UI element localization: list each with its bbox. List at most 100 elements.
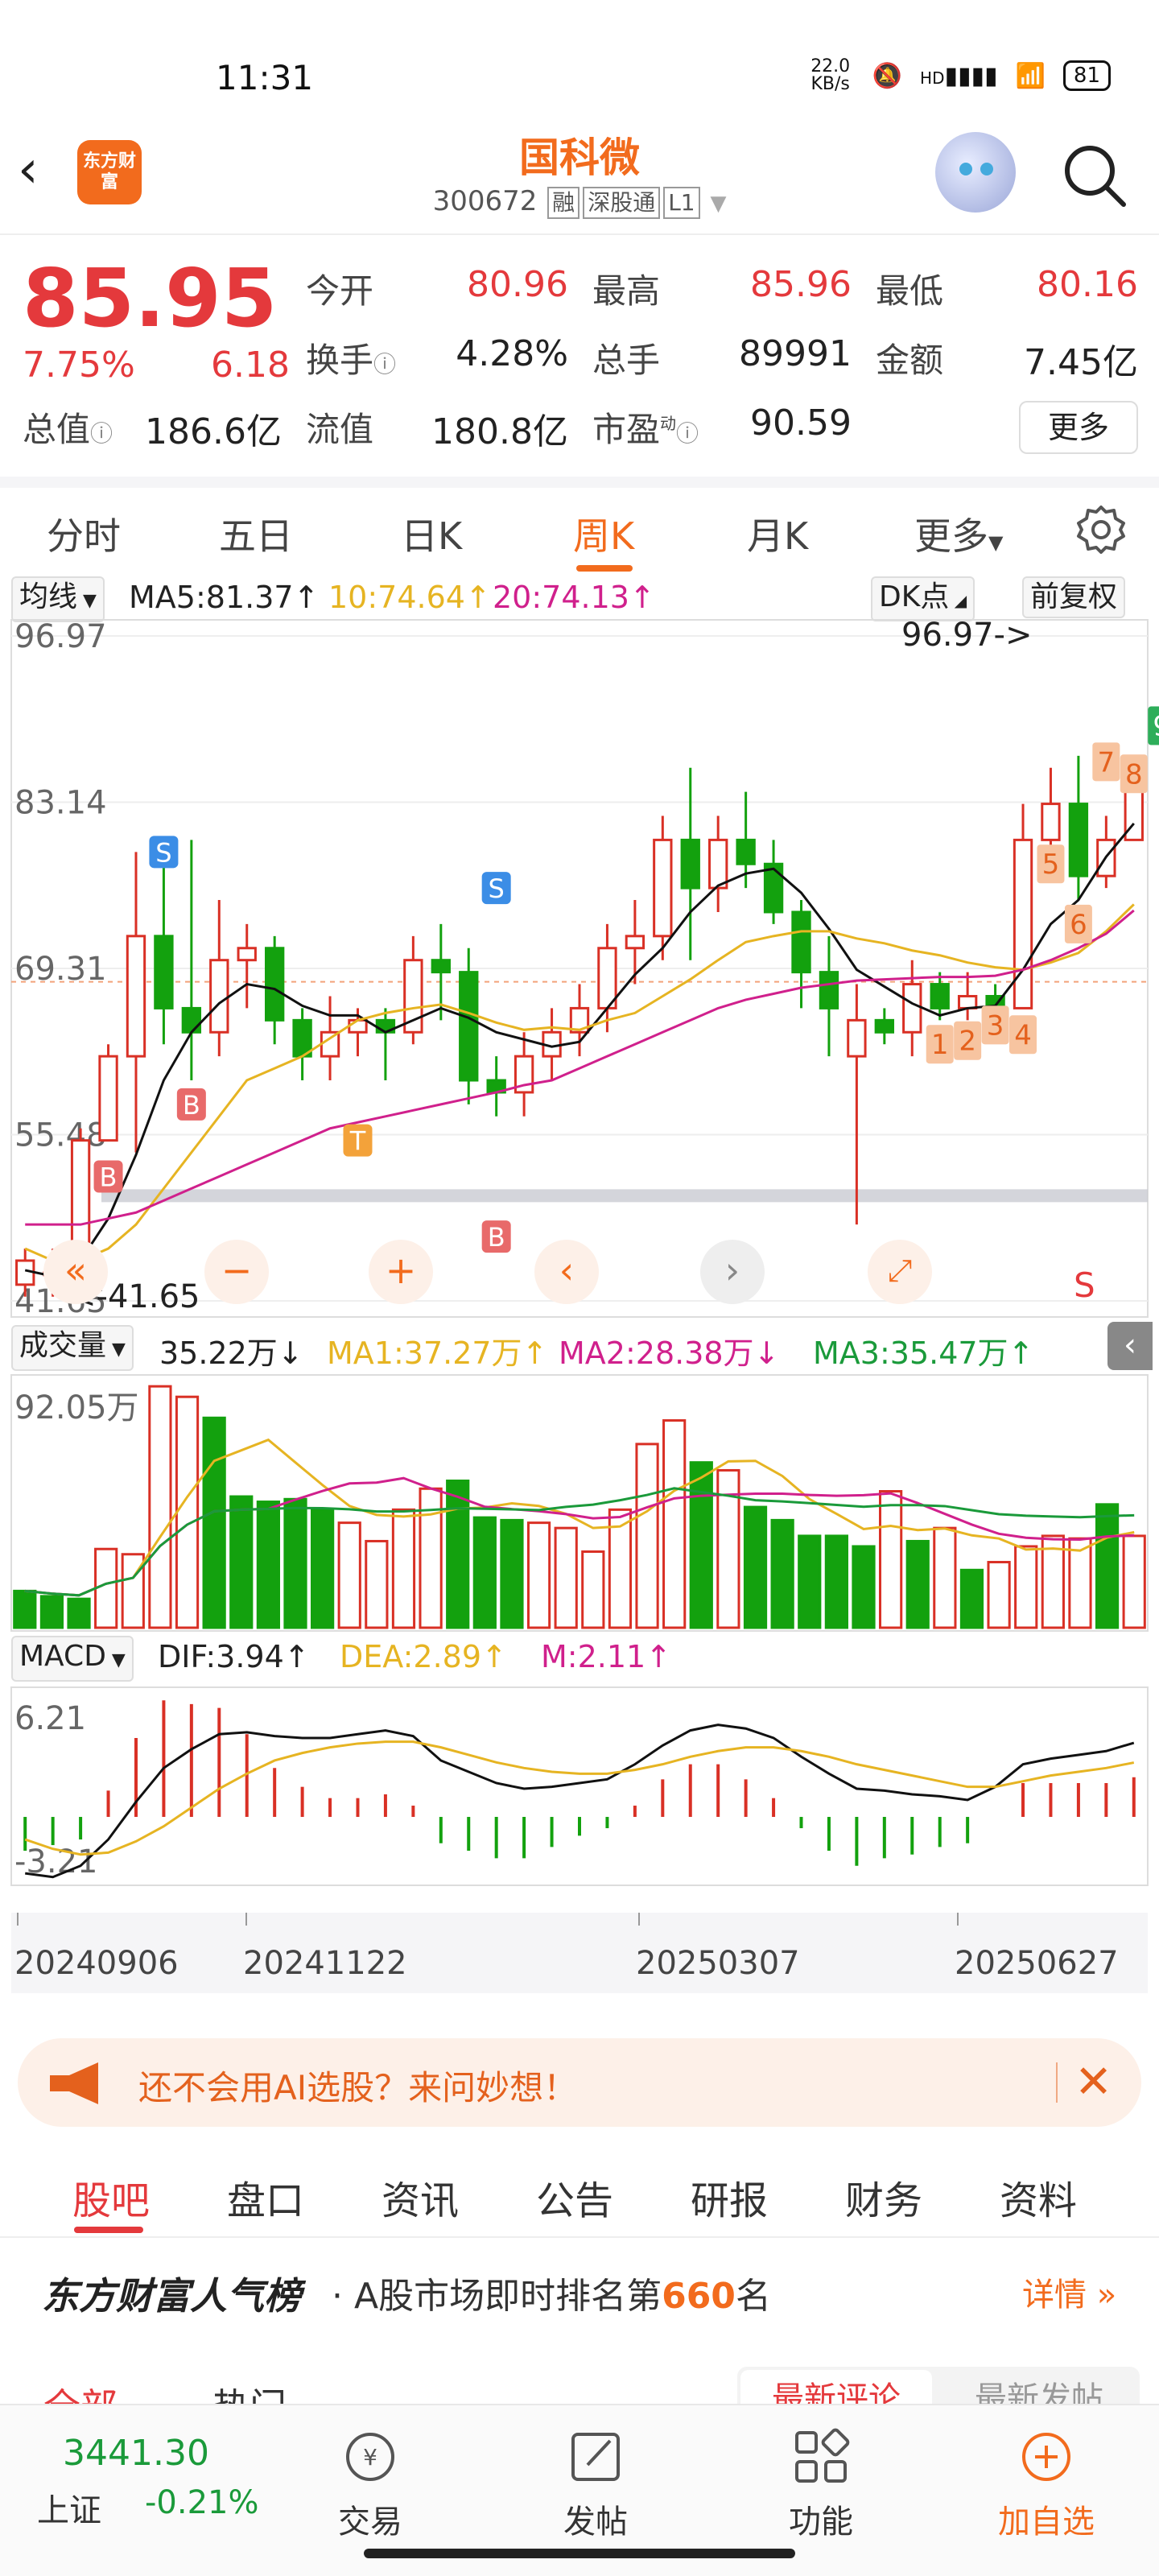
- ma20-label: 20:74.13↑: [493, 580, 655, 615]
- tab-more[interactable]: 更多▼: [914, 514, 1004, 558]
- tab-daily-k[interactable]: 日K: [401, 514, 463, 558]
- volume-bar: [391, 1508, 416, 1629]
- dk-point-button[interactable]: DK点 ◢: [871, 576, 975, 621]
- volume-bar: [94, 1547, 118, 1629]
- candle-body: [680, 838, 700, 890]
- kline-chart-area[interactable]: 均线 ▼ MA5:81.37↑ 10:74.64↑ 20:74.13↑ DK点 …: [0, 573, 1159, 2022]
- nav-trade[interactable]: ¥ 交易: [314, 2428, 427, 2542]
- tab-profile[interactable]: 资料: [1000, 2178, 1078, 2223]
- candle-body: [791, 910, 811, 974]
- high-price-label: 96.97->: [901, 617, 1032, 654]
- tab-5day[interactable]: 五日: [219, 514, 293, 558]
- volume-bar: [959, 1568, 984, 1629]
- back-icon[interactable]: ‹: [18, 140, 39, 200]
- numbered-marker: [1148, 706, 1159, 745]
- tab-intraday[interactable]: 分时: [47, 514, 121, 558]
- candle-body: [847, 1018, 867, 1058]
- date-axis-band: [11, 1913, 1148, 1993]
- info-icon: ⓘ: [90, 420, 113, 447]
- nav-add-watchlist[interactable]: 加自选: [990, 2428, 1103, 2542]
- battery-icon: 81: [1062, 60, 1111, 91]
- nav-post[interactable]: 发帖: [539, 2428, 652, 2542]
- tab-finance[interactable]: 财务: [845, 2178, 923, 2223]
- ai-banner[interactable]: 还不会用AI选股？来问妙想！ ✕: [18, 2038, 1141, 2127]
- volume-max-label: 92.05万: [14, 1389, 139, 1426]
- adjust-button[interactable]: 前复权: [1022, 576, 1126, 618]
- nav-label: 加自选: [998, 2504, 1095, 2541]
- tab-monthly-k[interactable]: 月K: [747, 514, 809, 558]
- volume-bar: [472, 1516, 497, 1629]
- volume-bar: [770, 1518, 794, 1629]
- volume-bar: [933, 1526, 957, 1629]
- candle-body: [625, 935, 645, 950]
- vol-ma2-label: MA2:28.38万↓: [559, 1335, 780, 1371]
- tag-level[interactable]: L1: [663, 187, 700, 219]
- volume-selector[interactable]: 成交量 ▼: [11, 1325, 134, 1371]
- field-label: 换手ⓘ: [306, 341, 397, 380]
- scroll-left-icon[interactable]: «: [43, 1240, 108, 1304]
- ma-line-ma5: [24, 822, 1135, 1278]
- candle-body: [431, 959, 451, 974]
- s-marker: S: [1074, 1265, 1095, 1305]
- tab-pankou[interactable]: 盘口: [227, 2178, 305, 2223]
- signal-marker: [481, 872, 511, 905]
- volume-bar: [905, 1539, 930, 1629]
- signal-marker: [149, 836, 179, 869]
- banner-text[interactable]: 还不会用AI选股？来问妙想！: [138, 2068, 578, 2107]
- edit-icon: [571, 2433, 620, 2481]
- stock-name: 国科微: [519, 134, 640, 181]
- tab-guba[interactable]: 股吧: [72, 2178, 151, 2223]
- index-value[interactable]: 3441.30: [63, 2433, 209, 2474]
- tag-connect: 深股通: [583, 187, 661, 219]
- volume-bar: [229, 1495, 254, 1629]
- numbered-marker-label: 9: [1153, 711, 1159, 743]
- chart-canvas[interactable]: 96.9783.1469.3155.4841.6596.97-><-41.65S…: [0, 573, 1159, 2022]
- candle-body: [292, 1018, 312, 1058]
- ma-selector[interactable]: 均线 ▼: [11, 576, 105, 622]
- tab-weekly-k[interactable]: 周K: [573, 514, 635, 558]
- nav-functions[interactable]: 功能: [765, 2428, 877, 2542]
- active-tab-indicator: [576, 565, 633, 572]
- ma-line-ma10: [24, 903, 1135, 1262]
- search-icon[interactable]: [1059, 140, 1128, 209]
- field-label: 最低: [876, 271, 944, 311]
- field-label: 流值: [306, 410, 374, 449]
- field-label: 总手: [592, 341, 661, 380]
- signal-marker-label: S: [155, 837, 171, 868]
- macd-dea-line: [24, 1740, 1135, 1856]
- volume-bar: [635, 1443, 659, 1629]
- volume-bar: [202, 1416, 226, 1629]
- rank-detail-link[interactable]: 详情 »: [1022, 2277, 1117, 2314]
- popularity-rank[interactable]: 东方财富人气榜 · A股市场即时排名第660名 详情 »: [0, 2238, 1159, 2334]
- plus-circle-icon: [1022, 2433, 1070, 2481]
- next-icon[interactable]: ›: [700, 1240, 765, 1304]
- macd-selector[interactable]: MACD ▼: [11, 1636, 134, 1682]
- field-label: 今开: [306, 271, 374, 311]
- collapse-panel-icon[interactable]: ‹: [1107, 1322, 1153, 1370]
- zoom-out-icon[interactable]: −: [204, 1240, 269, 1304]
- gear-icon[interactable]: [1075, 504, 1127, 555]
- signal-marker-label: B: [183, 1090, 200, 1121]
- ai-assistant-icon[interactable]: [935, 132, 1016, 213]
- close-icon[interactable]: ✕: [1074, 2056, 1112, 2108]
- signal-marker: [176, 1088, 206, 1121]
- fullscreen-icon[interactable]: ⤢: [868, 1240, 932, 1304]
- more-button[interactable]: 更多: [1019, 401, 1138, 454]
- app-logo[interactable]: 东方财富: [77, 140, 142, 204]
- dropdown-icon[interactable]: ▼: [710, 192, 727, 216]
- candle-body: [736, 838, 756, 865]
- tab-announcement[interactable]: 公告: [536, 2178, 614, 2223]
- volume-bar: [500, 1518, 524, 1629]
- volume-bar: [365, 1539, 389, 1629]
- volume-bar: [175, 1395, 200, 1629]
- date-tick-label: 20250627: [955, 1945, 1119, 1982]
- prev-icon[interactable]: ‹: [534, 1240, 599, 1304]
- volume-bar: [798, 1534, 822, 1629]
- post-filters: 全部 热门 最新评论 最新发帖: [0, 2334, 1159, 2415]
- field-value: 4.28%: [456, 333, 568, 374]
- tab-news[interactable]: 资讯: [382, 2178, 460, 2223]
- tab-research[interactable]: 研报: [691, 2178, 769, 2223]
- candle-body: [763, 862, 784, 914]
- volume-bar: [554, 1526, 578, 1629]
- zoom-in-icon[interactable]: +: [369, 1240, 433, 1304]
